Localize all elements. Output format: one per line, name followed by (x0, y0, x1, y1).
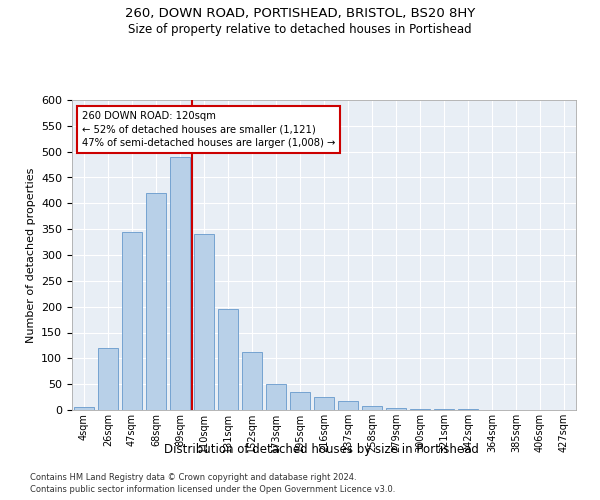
Bar (122, 232, 142, 410)
Bar (386, 408, 406, 410)
Bar (170, 157, 190, 410)
Bar (266, 384, 286, 410)
Bar (314, 397, 334, 410)
Text: Size of property relative to detached houses in Portishead: Size of property relative to detached ho… (128, 22, 472, 36)
Bar (98, 348, 118, 410)
Bar (74, 408, 94, 410)
Text: 260 DOWN ROAD: 120sqm
← 52% of detached houses are smaller (1,121)
47% of semi-d: 260 DOWN ROAD: 120sqm ← 52% of detached … (82, 112, 335, 148)
Bar (410, 409, 430, 410)
Text: Distribution of detached houses by size in Portishead: Distribution of detached houses by size … (164, 442, 478, 456)
Bar (242, 352, 262, 410)
Bar (146, 193, 166, 410)
Bar (338, 400, 358, 410)
Y-axis label: Number of detached properties: Number of detached properties (26, 168, 35, 342)
Text: Contains HM Land Registry data © Crown copyright and database right 2024.: Contains HM Land Registry data © Crown c… (30, 472, 356, 482)
Bar (218, 309, 238, 410)
Bar (194, 234, 214, 410)
Bar (290, 392, 310, 410)
Text: 260, DOWN ROAD, PORTISHEAD, BRISTOL, BS20 8HY: 260, DOWN ROAD, PORTISHEAD, BRISTOL, BS2… (125, 8, 475, 20)
Text: Contains public sector information licensed under the Open Government Licence v3: Contains public sector information licen… (30, 485, 395, 494)
Bar (362, 406, 382, 410)
